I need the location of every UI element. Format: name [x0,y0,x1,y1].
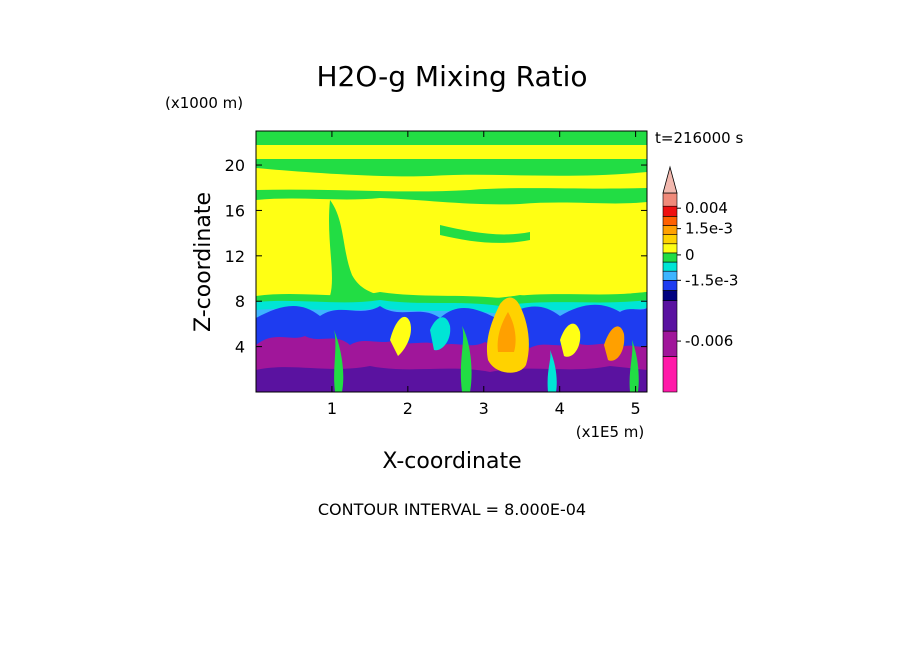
time-label: t=216000 s [655,129,743,147]
colorbar-label: -0.006 [685,332,733,350]
field-plume [334,330,344,392]
colorbar-segment [662,205,678,217]
chart-title: H2O-g Mixing Ratio [316,60,587,93]
colorbar-label: 0.004 [685,199,728,217]
colorbar-segment [662,243,678,254]
field-plume [604,326,625,361]
x-tick-label: 1 [327,399,337,418]
field-green-streak [440,225,530,243]
field-convective-core-inner [497,312,516,352]
y-axis-label: Z-coordinate [191,192,216,332]
colorbar-segment [662,252,678,263]
field-strat-streak [256,168,647,192]
y-tick-label: 8 [235,292,245,311]
y-tick-label: 20 [225,156,245,175]
colorbar-segment [662,225,678,235]
y-tick-label: 12 [225,247,245,266]
colorbar: 0.004 1.5e-3 0 -1.5e-3 -0.006 [662,165,738,393]
y-tick-label: 16 [225,201,245,220]
colorbar-label: -1.5e-3 [685,271,738,289]
colorbar-arrow [662,165,678,194]
colorbar-segment [662,330,678,357]
colorbar-segment [662,192,678,207]
field-strat-band [256,145,647,159]
plot-frame [255,130,648,393]
field-plume [629,340,639,392]
field-green-column [329,200,380,296]
field-plume [460,326,472,392]
plot-field [256,131,647,392]
colorbar-label: 0 [685,246,695,264]
colorbar-segment [662,290,678,301]
colorbar-segment [662,270,678,281]
field-plume [547,350,557,392]
x-tick-label: 4 [555,399,565,418]
x-tick-label: 5 [631,399,641,418]
y-axis-ticks: 4 8 12 16 20 [225,156,647,357]
field-deep-purple [256,366,647,392]
field-plume [560,323,581,357]
colorbar-segment [662,234,678,245]
y-tick-label: 4 [235,338,245,357]
colorbar-segment [662,280,678,291]
colorbar-segment [662,216,678,226]
field-plume [390,316,411,356]
contour-interval-label: CONTOUR INTERVAL = 8.000E-04 [318,500,586,519]
x-tick-label: 2 [403,399,413,418]
x-axis-label: X-coordinate [382,449,521,474]
x-scale-label: (x1E5 m) [576,423,645,441]
field-plume [430,317,451,351]
colorbar-label: 1.5e-3 [685,220,733,238]
x-tick-label: 3 [479,399,489,418]
field-upper-trop [256,198,647,299]
colorbar-segment [662,300,678,332]
x-axis-ticks: 1 2 3 4 5 [327,131,641,418]
colorbar-segment [662,261,678,272]
colorbar-segment [662,356,678,393]
y-scale-label: (x1000 m) [165,94,243,112]
